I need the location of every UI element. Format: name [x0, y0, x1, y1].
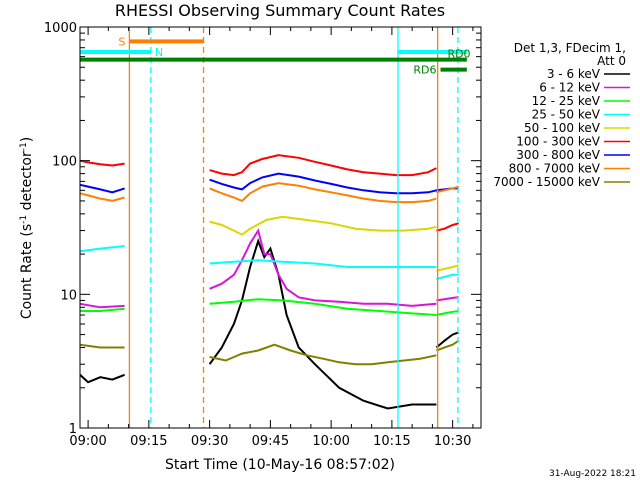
- y-tick-label: 1000: [44, 21, 77, 36]
- legend-header: Det 1,3, FDecim 1,: [514, 41, 626, 55]
- legend-entry-label: 3 - 6 keV: [547, 67, 601, 81]
- plot-frame: [79, 26, 482, 429]
- x-tick-label: 10:00: [312, 434, 349, 449]
- x-tick-label: 09:00: [69, 434, 106, 449]
- legend-entry-label: 100 - 300 keV: [516, 135, 600, 149]
- series-line: [436, 222, 459, 232]
- legend-entry-label: 25 - 50 keV: [532, 108, 601, 122]
- flag-label: RD6: [413, 64, 436, 77]
- flag-label: N: [155, 46, 163, 59]
- series-1: [79, 228, 459, 309]
- series-line: [436, 264, 459, 272]
- y-tick-label: 1: [69, 422, 77, 437]
- series-line: [209, 298, 437, 316]
- series-line: [80, 307, 125, 312]
- legend-entry-label: 800 - 7000 keV: [509, 162, 601, 176]
- legend-entry-label: 50 - 100 keV: [524, 121, 601, 135]
- series-4: [209, 215, 459, 272]
- plot-area: [80, 27, 481, 428]
- axes: 09:00 09:15 09:30 09:45 10:00 10:15 10:30 1 10 10…: [44, 21, 482, 449]
- flag-label: RD0: [447, 48, 470, 61]
- flag-label: S: [118, 35, 125, 48]
- series-line: [436, 273, 459, 281]
- series-line: [209, 172, 437, 195]
- series-line: [79, 373, 125, 384]
- y-tick-label: 10: [60, 288, 77, 303]
- y-tick-label: 100: [52, 155, 77, 170]
- series-2: [80, 298, 459, 316]
- legend-entry-label: 7000 - 15000 keV: [493, 175, 600, 189]
- series-line: [435, 331, 460, 349]
- vertical-markers: [128, 27, 459, 428]
- series-line: [436, 185, 459, 194]
- series-line: [209, 215, 437, 236]
- x-tick-label: 10:15: [373, 434, 410, 449]
- series-line: [209, 154, 437, 177]
- x-axis-label: Start Time (10-May-16 08:57:02): [165, 457, 395, 473]
- series-line: [436, 296, 459, 302]
- series-5: [79, 154, 459, 232]
- series-line: [79, 302, 125, 309]
- series-line: [79, 183, 125, 194]
- x-tick-label: 09:15: [130, 434, 167, 449]
- plot-background: [80, 27, 481, 428]
- legend-entry-label: 6 - 12 keV: [539, 81, 601, 95]
- series-layer: [79, 154, 460, 410]
- x-tick-label: 09:30: [191, 434, 228, 449]
- chart-title: RHESSI Observing Summary Count Rates: [115, 1, 445, 20]
- series-line: [209, 182, 437, 204]
- timestamp: 31-Aug-2022 18:21: [549, 469, 636, 479]
- x-tick-label: 09:45: [252, 434, 289, 449]
- legend-header: Att 0: [597, 54, 626, 68]
- series-line: [79, 159, 125, 167]
- series-line: [79, 192, 125, 202]
- series-line: [79, 245, 125, 253]
- series-7: [79, 182, 459, 204]
- series-line: [209, 228, 437, 307]
- flag-bars: S N RD0 RD6: [80, 35, 471, 77]
- legend-entry-label: 300 - 800 keV: [516, 148, 600, 162]
- series-line: [209, 259, 437, 268]
- legend-entry-label: 12 - 25 keV: [532, 94, 601, 108]
- series-line: [436, 339, 460, 352]
- series-3: [79, 245, 459, 281]
- series-line: [79, 343, 125, 349]
- y-axis-label: Count Rate (s-1 detector-1): [19, 137, 35, 319]
- x-tick-label: 10:30: [434, 434, 471, 449]
- series-line: [436, 310, 459, 316]
